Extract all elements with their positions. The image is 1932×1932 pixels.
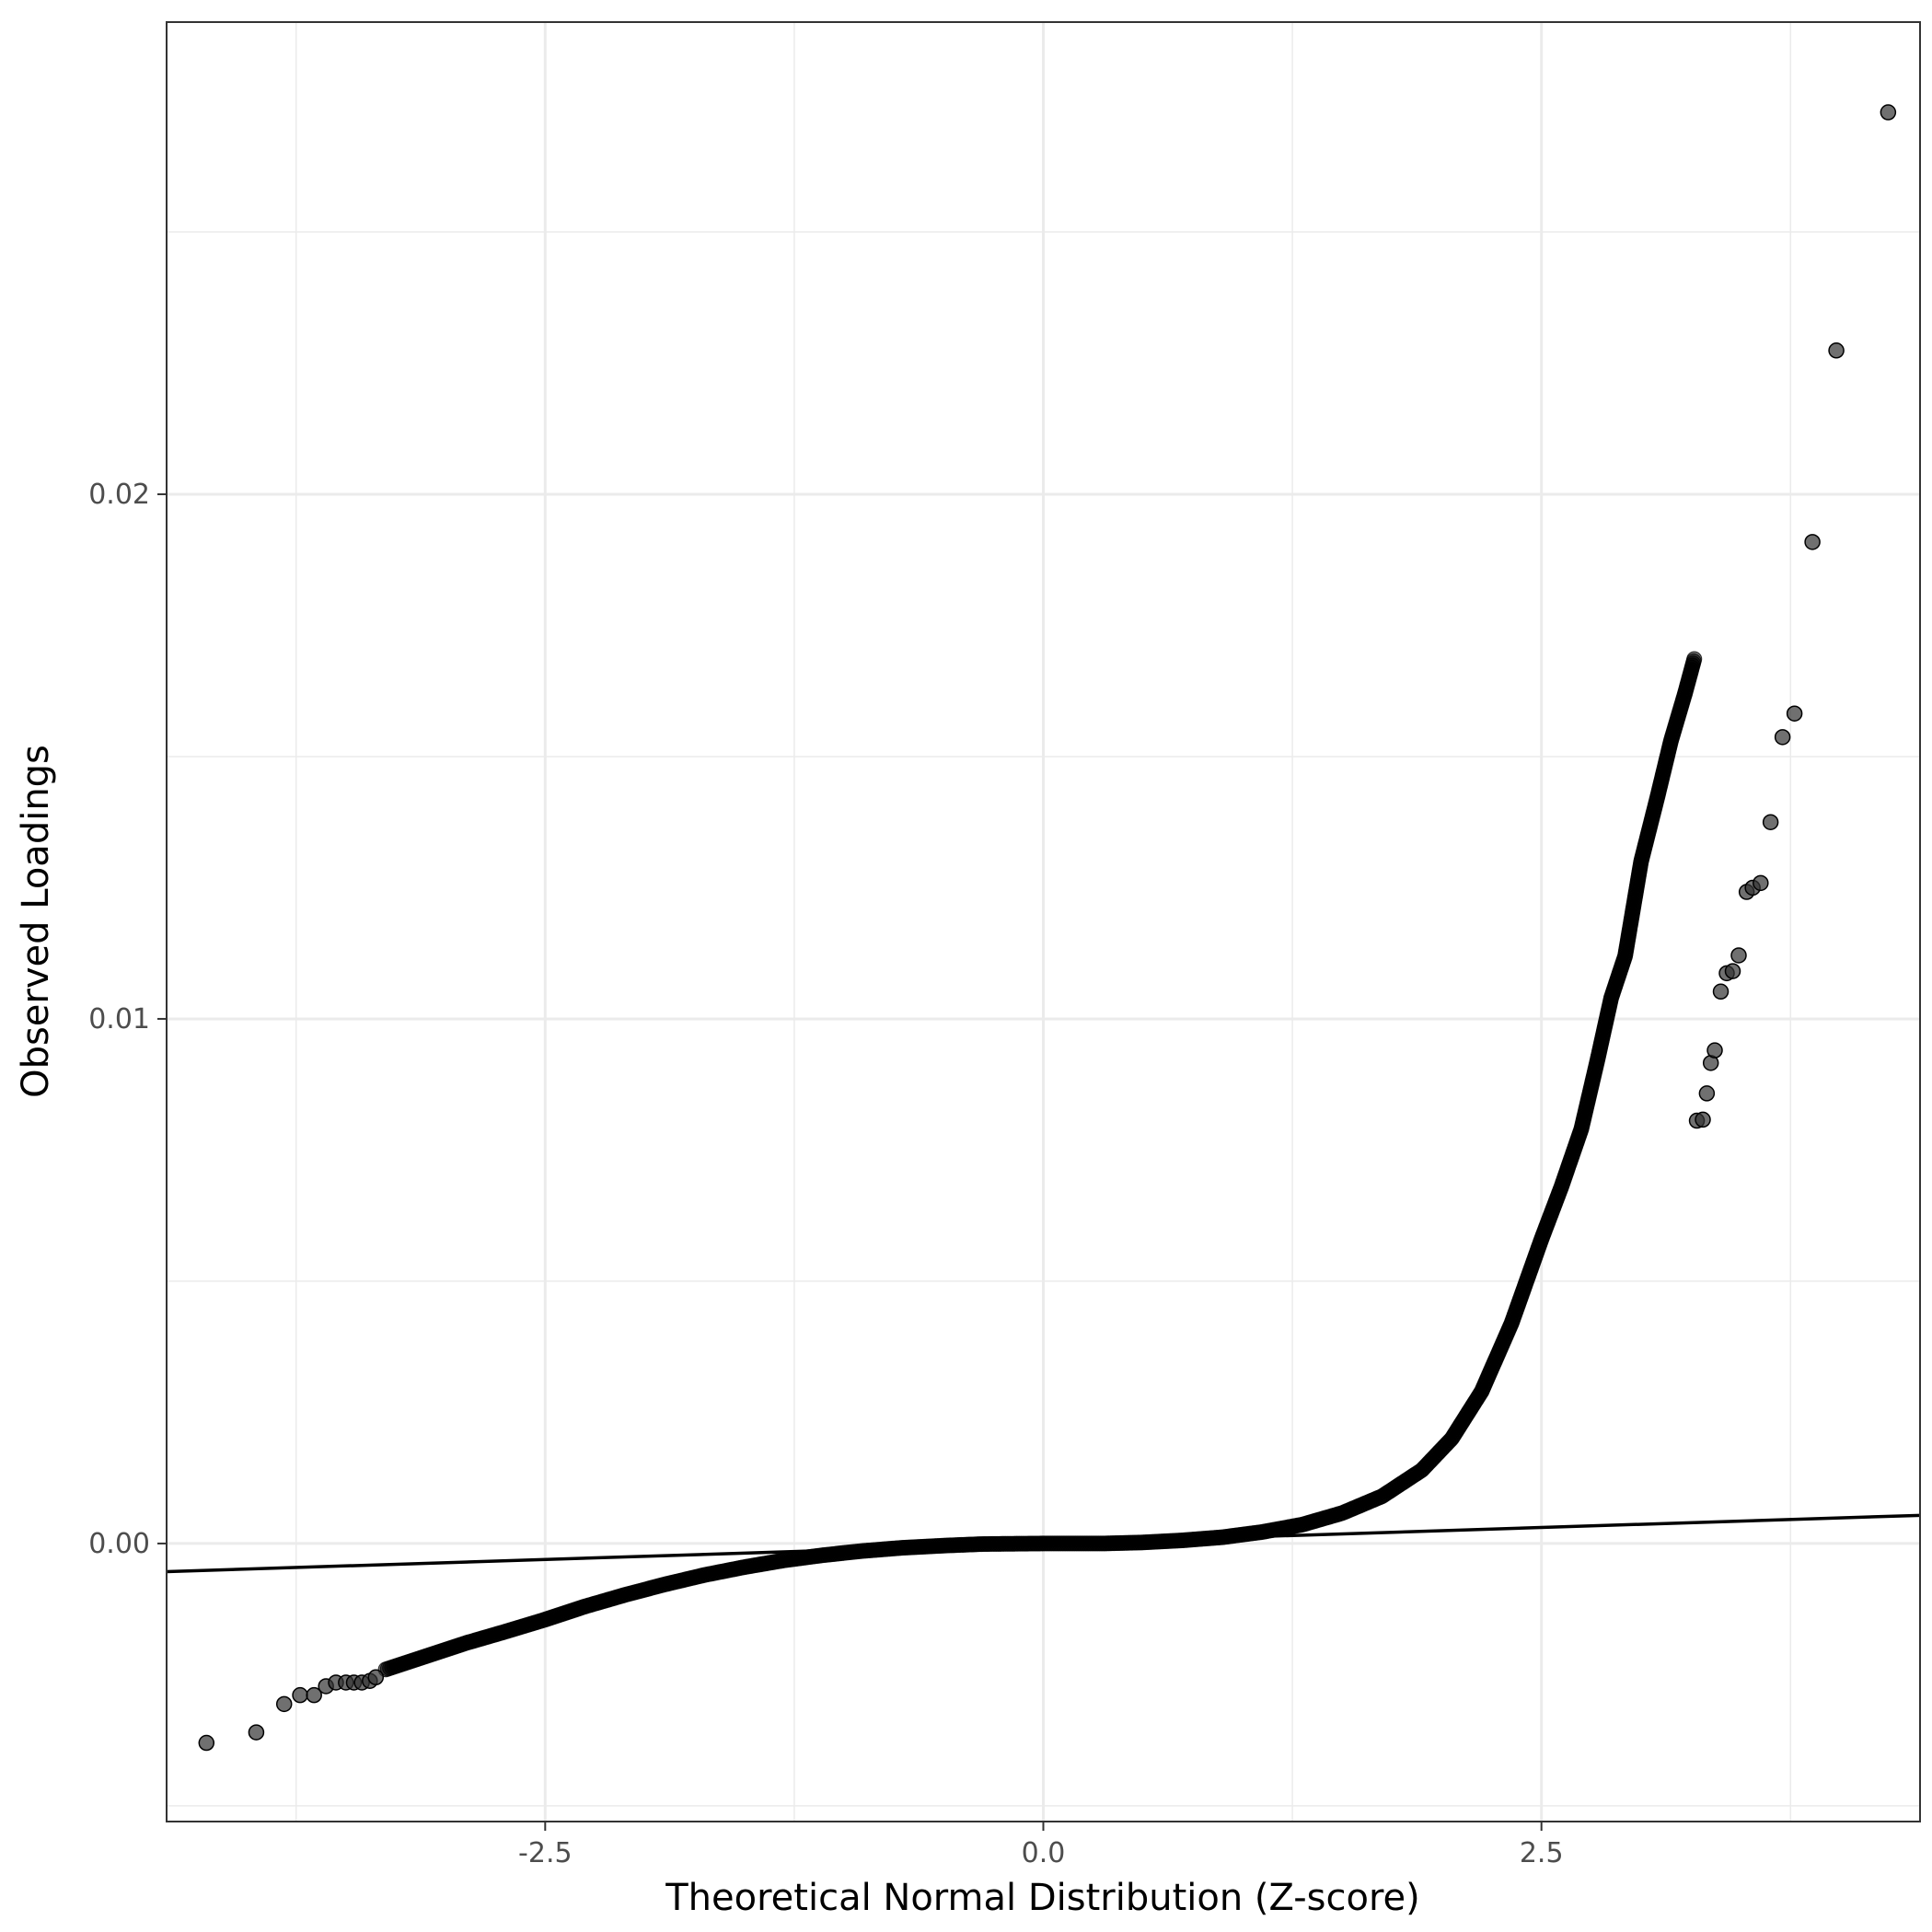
grid-major <box>167 22 1920 1822</box>
y-axis-title: Observed Loadings <box>15 745 57 1098</box>
y-tick-label: 0.02 <box>88 479 150 511</box>
y-tick-label: 0.00 <box>88 1528 150 1560</box>
x-axis-ticks: -2.5 0.0 2.5 <box>518 1822 1564 1869</box>
data-point <box>1698 1085 1716 1102</box>
x-tick-label: 2.5 <box>1520 1837 1564 1869</box>
data-point <box>367 1669 385 1686</box>
data-point <box>275 1695 293 1713</box>
x-axis-title: Theoretical Normal Distribution (Z-score… <box>665 1877 1420 1919</box>
data-point <box>292 1686 308 1704</box>
data-point <box>1753 874 1769 892</box>
data-point <box>1695 1111 1711 1128</box>
data-point <box>1774 729 1791 746</box>
data-point <box>1880 104 1897 121</box>
data-point <box>1686 651 1703 667</box>
data-point <box>1730 947 1747 964</box>
data-point <box>1706 1042 1723 1059</box>
data-point <box>1804 534 1821 550</box>
data-point <box>1724 963 1741 979</box>
data-point <box>1828 342 1845 359</box>
data-point <box>248 1724 265 1741</box>
data-point <box>1762 814 1779 830</box>
y-axis-ticks: 0.00 0.01 0.02 <box>88 479 167 1560</box>
x-tick-label: 0.0 <box>1022 1837 1066 1869</box>
x-tick-label: -2.5 <box>518 1837 573 1869</box>
data-point <box>1786 705 1803 722</box>
data-point <box>306 1686 322 1704</box>
data-point <box>1712 983 1730 1001</box>
y-tick-label: 0.01 <box>88 1003 150 1035</box>
data-points <box>198 104 1897 1752</box>
data-point <box>198 1734 215 1752</box>
